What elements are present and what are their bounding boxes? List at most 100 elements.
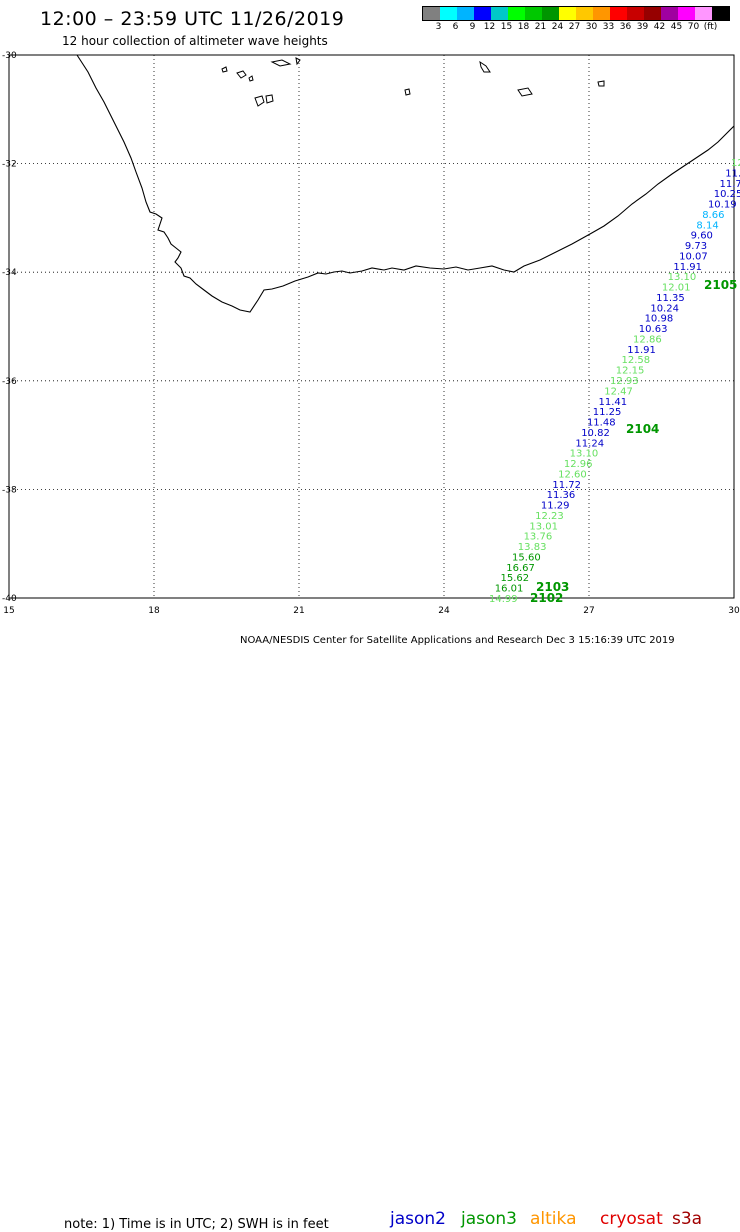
legend-jason3: jason3 <box>461 1209 517 1229</box>
color-scale-label: 33 <box>602 22 615 32</box>
wave-height-value: 11.7 <box>725 168 740 179</box>
color-swatch <box>695 7 712 20</box>
wave-height-value: 9.73 <box>685 241 707 252</box>
color-swatch <box>610 7 627 20</box>
wave-height-value: 11.91 <box>627 345 656 356</box>
footer-credit: NOAA/NESDIS Center for Satellite Applica… <box>240 635 675 646</box>
pass-number: 2103 <box>536 580 569 594</box>
wave-height-value: 12.60 <box>558 469 587 480</box>
wave-height-value: 8.66 <box>702 210 724 221</box>
wave-height-value: 12.47 <box>604 386 633 397</box>
color-swatch <box>559 7 576 20</box>
lat-tick-label: -32 <box>2 160 17 170</box>
wave-height-value: 13.10 <box>668 272 697 283</box>
pass-number: 2105 <box>704 278 737 292</box>
lat-tick-label: -38 <box>2 485 17 495</box>
color-scale-label: 21 <box>534 22 547 32</box>
color-swatch <box>440 7 457 20</box>
wave-height-value: 12.23 <box>535 511 564 522</box>
color-scale-bar <box>422 6 730 21</box>
color-scale-label: 9 <box>469 22 476 32</box>
legend-altika: altika <box>530 1209 577 1229</box>
wave-height-value: 11.91 <box>673 262 702 273</box>
lon-tick-label: 18 <box>148 606 160 616</box>
lon-tick-label: 27 <box>583 606 594 616</box>
island <box>221 66 228 73</box>
lat-tick-label: -34 <box>2 268 17 278</box>
lon-tick-label: 30 <box>728 606 740 616</box>
color-swatch <box>525 7 542 20</box>
wave-height-value: 16.01 <box>495 584 524 595</box>
map-frame <box>8 54 735 599</box>
axis-tick-labels: 15 18 21 24 27 30 -30 -32 -34 -36 -38 -40 <box>2 51 740 616</box>
lat-lon-grid <box>9 55 734 598</box>
wave-height-value: 11.41 <box>598 397 627 408</box>
wave-height-value: 8.14 <box>696 220 718 231</box>
wave-height-value: 13.10 <box>570 449 599 460</box>
wave-height-value: 13.01 <box>529 521 558 532</box>
wave-height-value: 11.24 <box>575 438 604 449</box>
wave-height-value: 11.35 <box>656 293 685 304</box>
color-swatch <box>508 7 525 20</box>
color-scale-label: 30 <box>585 22 598 32</box>
color-scale-label: 18 <box>517 22 530 32</box>
color-swatch <box>644 7 661 20</box>
wave-height-value: 10.82 <box>581 428 610 439</box>
wave-height-value: 11.72 <box>552 480 581 491</box>
wave-height-value: 10.98 <box>645 314 674 325</box>
wave-height-value: 9.60 <box>691 231 713 242</box>
color-swatch <box>457 7 474 20</box>
color-swatch <box>712 7 729 20</box>
wave-height-value: 11.36 <box>547 490 576 501</box>
color-scale-label: 39 <box>636 22 649 32</box>
legend-jason2: jason2 <box>390 1209 446 1229</box>
wave-height-value: 16.67 <box>506 563 535 574</box>
color-scale-label: 24 <box>551 22 564 32</box>
color-swatch <box>576 7 593 20</box>
island <box>597 80 605 87</box>
color-scale-label: 70 <box>687 22 700 32</box>
wave-height-value: 11.29 <box>541 501 570 512</box>
map-title: 12:00 – 23:59 UTC 11/26/2019 <box>40 8 345 30</box>
island <box>265 94 274 104</box>
lat-tick-label: -30 <box>2 51 17 61</box>
island <box>295 57 301 66</box>
color-scale-label: 27 <box>568 22 581 32</box>
altimeter-track-labels: 1211.711.710.2510.198.668.149.609.7310.0… <box>489 158 740 605</box>
wave-height-value: 10.07 <box>679 251 708 262</box>
color-swatch <box>474 7 491 20</box>
wave-height-value: 13.83 <box>518 542 547 553</box>
wave-height-value: 11.48 <box>587 418 616 429</box>
color-swatch <box>423 7 440 20</box>
wave-height-value: 12.58 <box>622 355 651 366</box>
wave-height-value: 10.63 <box>639 324 668 335</box>
wave-height-value: 10.25 <box>714 189 740 200</box>
wave-height-value: 12.01 <box>662 283 691 294</box>
color-swatch <box>678 7 695 20</box>
lon-tick-label: 21 <box>293 606 304 616</box>
pass-number: 2104 <box>626 422 659 436</box>
legend-cryosat: cryosat <box>600 1209 663 1229</box>
wave-height-value: 10.24 <box>650 303 679 314</box>
wave-height-value: 11.7 <box>719 179 740 190</box>
lon-tick-label: 15 <box>3 606 14 616</box>
wave-height-value: 12.15 <box>616 366 645 377</box>
color-scale-label: 45 <box>670 22 683 32</box>
color-scale-label: 42 <box>653 22 666 32</box>
color-scale-label: 12 <box>483 22 496 32</box>
legend-note: note: 1) Time is in UTC; 2) SWH is in fe… <box>64 1217 329 1232</box>
color-swatch <box>661 7 678 20</box>
lon-tick-label: 24 <box>438 606 450 616</box>
wave-height-value: 15.60 <box>512 552 541 563</box>
color-scale-label: 36 <box>619 22 632 32</box>
island <box>254 95 265 107</box>
wave-height-value: 11.25 <box>593 407 622 418</box>
color-swatch <box>593 7 610 20</box>
wave-height-value: 12.93 <box>610 376 639 387</box>
wave-height-value: 14.99 <box>489 594 518 605</box>
wave-height-value: 15.62 <box>501 573 530 584</box>
island <box>404 88 411 96</box>
color-scale-label: 6 <box>452 22 459 32</box>
color-swatch <box>491 7 508 20</box>
